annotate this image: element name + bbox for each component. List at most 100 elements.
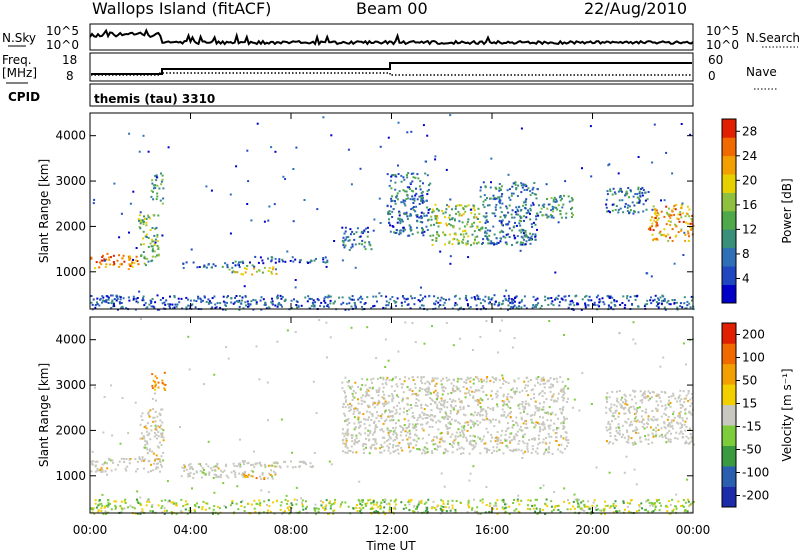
echo-region-2 [150, 172, 165, 205]
echo-region-9 [479, 181, 540, 246]
echo-region-4 [242, 473, 272, 480]
cpid-strip: CPID themis (tau) 3310 [8, 83, 694, 107]
colorbar-segment [722, 211, 736, 230]
y-tick-label: 3000 [55, 378, 86, 392]
x-tick-label: 20:00 [575, 523, 610, 537]
echo-region-1 [137, 214, 160, 267]
colorbar-segment [722, 384, 736, 406]
freq-label-line2: [MHz] [2, 66, 37, 80]
freq-tick-top: 18 [62, 53, 77, 67]
colorbar-tick-label: 100 [742, 351, 765, 365]
time-axis: 00:00 04:00 08:00 12:00 16:00 20:00 00:00 [73, 113, 711, 537]
colorbar-tick-label: 16 [742, 198, 757, 212]
power-y-ticks: 1000 2000 3000 4000 [55, 129, 693, 279]
echo-region-3 [180, 462, 277, 480]
freq-label-line1: Freq. [2, 53, 32, 67]
echo-region-2 [151, 371, 167, 391]
colorbar-tick-label: 28 [742, 124, 757, 138]
velocity-panel-frame [89, 316, 694, 514]
time-axis-title: Time UT [365, 539, 416, 553]
echo-region-7 [605, 389, 695, 446]
nave-tick-bottom: 0 [708, 69, 716, 83]
colorbar-segment [722, 363, 736, 385]
cpid-label: CPID [8, 90, 40, 104]
y-tick-label: 1000 [55, 469, 86, 483]
colorbar-segment [722, 192, 736, 212]
nsky-tick-top: 10^5 [46, 24, 79, 38]
colorbar-tick-label: -200 [742, 489, 769, 503]
y-tick-label: 4000 [55, 333, 86, 347]
y-tick-label: 3000 [55, 174, 86, 188]
echo-region-5 [254, 255, 329, 265]
echo-region-12 [647, 203, 695, 242]
nave-tick-top: 60 [708, 53, 723, 67]
echo-region-6 [341, 226, 373, 251]
colorbar-segment [722, 137, 736, 157]
velocity-y-ticks: 1000 2000 3000 4000 [55, 333, 693, 483]
station-title: Wallops Island (fitACF) [92, 0, 271, 18]
colorbar-segment [722, 266, 736, 285]
velocity-echo-marks [90, 317, 695, 515]
power-echo-marks [90, 114, 695, 311]
colorbar-tick-label: 20 [742, 173, 757, 187]
cpid-value: themis (tau) 3310 [94, 92, 215, 106]
colorbar-segment [722, 323, 736, 344]
nsearch-tick-top: 10^5 [706, 24, 739, 38]
nsky-tick-bottom: 10^0 [46, 38, 79, 52]
echo-region-0 [90, 457, 165, 474]
y-tick-label: 2000 [55, 219, 86, 233]
echo-region-7 [386, 172, 432, 237]
y-tick-label: 1000 [55, 265, 86, 279]
velocity-ylabel: Slant Range [km] [37, 363, 51, 467]
echo-region-1 [138, 408, 165, 463]
date-title: 22/Aug/2010 [584, 0, 687, 18]
colorbar-segment [722, 119, 736, 138]
x-tick-label: 04:00 [173, 523, 208, 537]
echo-noise [91, 317, 695, 515]
x-tick-label: 00:00 [73, 523, 108, 537]
colorbar-tick-label: -100 [742, 466, 769, 480]
echo-region-10 [538, 194, 575, 219]
colorbar-segment [722, 486, 736, 508]
colorbar-tick-label: 24 [742, 149, 757, 163]
nave-trace [91, 72, 692, 76]
colorbar-tick-label: -15 [742, 420, 762, 434]
x-tick-label: 00:00 [676, 523, 711, 537]
power-colorbar-label: Power [dB] [780, 178, 794, 243]
velocity-colorbar: 200 100 50 15 -15 -50 -100 -200 [721, 322, 769, 508]
y-tick-label: 4000 [55, 129, 86, 143]
echo-region-11 [605, 186, 650, 215]
nave-label: Nave [746, 65, 777, 79]
velocity-panel: 1000 2000 3000 4000 Slant Range [km] 200 100… [37, 316, 794, 515]
nsky-strip: N.Sky 10^5 10^0 10^5 10^0 N.Search [2, 23, 800, 52]
nsearch-label: N.Search [746, 31, 800, 45]
colorbar-segment [722, 284, 736, 304]
colorbar-segment [722, 425, 736, 446]
colorbar-tick-label: -50 [742, 443, 762, 457]
colorbar-tick-label: 8 [742, 247, 750, 261]
power-panel: 1000 2000 3000 4000 Slant Range [km] 4 8 12 16… [37, 112, 794, 311]
y-tick-label: 2000 [55, 423, 86, 437]
colorbar-segment [722, 466, 736, 487]
nsky-label: N.Sky [2, 31, 36, 45]
power-colorbar: 4 8 12 16 20 24 28 [721, 118, 757, 304]
echo-region-13 [90, 294, 695, 311]
freq-tick-bottom: 8 [66, 69, 74, 83]
colorbar-tick-label: 4 [742, 271, 750, 285]
echo-region-3 [182, 260, 256, 269]
echo-region-6 [341, 376, 570, 455]
colorbar-segment [722, 155, 736, 175]
x-tick-label: 08:00 [274, 523, 309, 537]
colorbar-segment [722, 247, 736, 267]
colorbar-segment [722, 229, 736, 249]
echo-region-5 [241, 460, 333, 469]
nsearch-tick-bottom: 10^0 [706, 38, 739, 52]
colorbar-segment [722, 404, 736, 426]
colorbar-tick-label: 15 [742, 397, 757, 411]
nsky-trace [89, 27, 694, 47]
freq-trace [91, 62, 692, 75]
x-tick-label: 12:00 [374, 523, 409, 537]
beam-title: Beam 00 [356, 0, 428, 18]
colorbar-tick-label: 50 [742, 374, 757, 388]
